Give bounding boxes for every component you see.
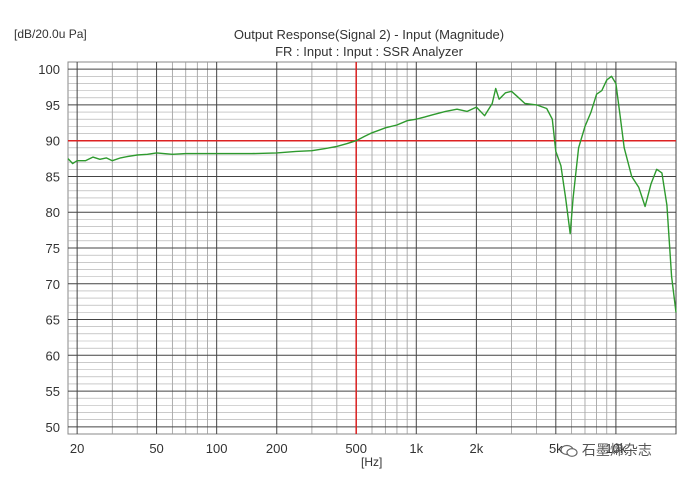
x-tick-label: 2k [470, 441, 484, 456]
y-tick-label: 80 [46, 205, 60, 220]
y-tick-label: 90 [46, 134, 60, 149]
chart-subtitle: FR : Input : Input : SSR Analyzer [275, 44, 463, 59]
chat-bubbles-icon [560, 445, 578, 458]
chart-title: Output Response(Signal 2) - Input (Magni… [233, 27, 505, 42]
major-grid [68, 62, 677, 434]
x-tick-label: 50 [149, 441, 163, 456]
y-tick-label: 85 [46, 169, 60, 184]
y-axis-label: [dB/20.0u Pa] [14, 27, 87, 41]
y-tick-label: 60 [46, 348, 60, 363]
series-group [67, 75, 677, 313]
x-axis-label: [Hz] [361, 455, 383, 469]
y-tick-label: 50 [46, 420, 60, 435]
x-tick-label: 200 [266, 441, 288, 456]
reference-lines [68, 62, 676, 434]
y-tick-labels: 100 95 90 85 80 75 70 65 60 55 50 [38, 62, 60, 435]
series-line-1 [67, 75, 677, 313]
x-tick-label: 500 [345, 441, 367, 456]
watermark-text: 石墨烯杂志 [581, 442, 652, 458]
y-tick-label: 95 [46, 98, 60, 113]
x-tick-label: 100 [206, 441, 228, 456]
x-tick-label: 5k [549, 441, 563, 456]
y-tick-label: 65 [46, 313, 60, 328]
x-tick-label: 10k [605, 441, 626, 456]
y-tick-label: 100 [38, 62, 60, 77]
y-tick-label: 75 [46, 241, 60, 256]
y-tick-label: 70 [46, 277, 60, 292]
x-tick-labels: 20 50 100 200 500 1k 2k 5k 10k [70, 441, 627, 456]
x-tick-label: 1k [409, 441, 423, 456]
x-tick-label: 20 [70, 441, 84, 456]
y-tick-label: 55 [46, 384, 60, 399]
watermark: 石墨烯杂志 [560, 440, 652, 460]
